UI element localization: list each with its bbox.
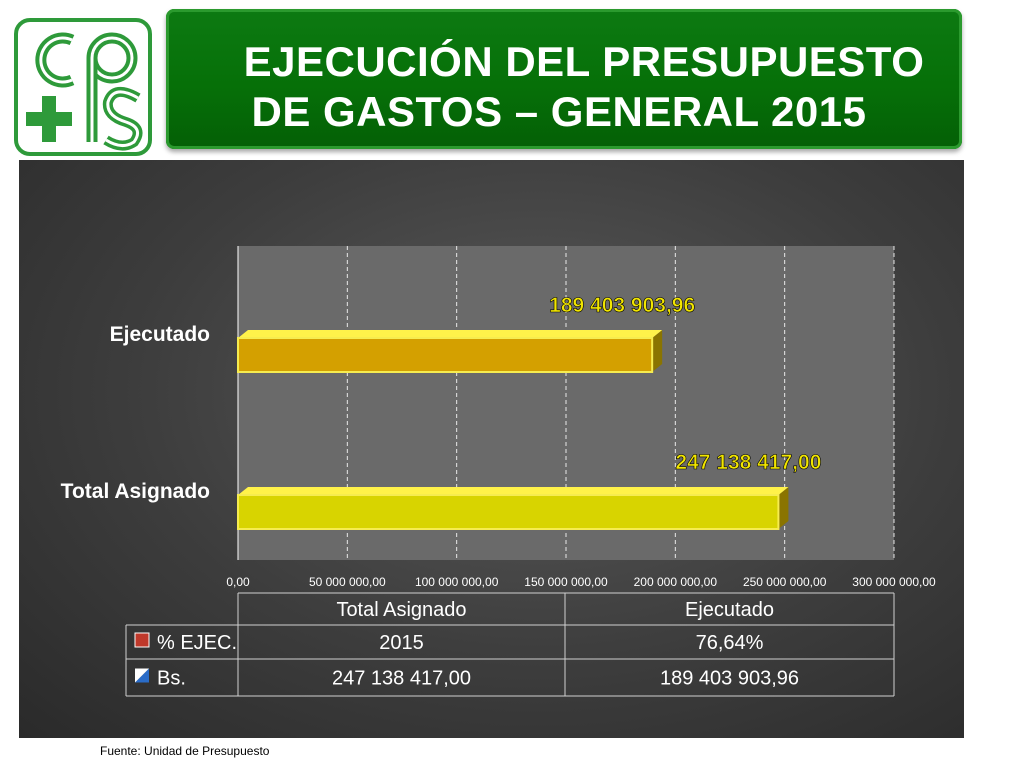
cps-cross-logo-icon <box>14 18 152 156</box>
table-cell: 76,64% <box>696 632 764 654</box>
category-label: Total Asignado <box>61 480 210 503</box>
table-cell: 2015 <box>379 632 424 654</box>
legend-key-bs-top <box>135 668 149 683</box>
x-tick-label: 150 000 000,00 <box>524 575 608 589</box>
x-tick-label: 250 000 000,00 <box>743 575 827 589</box>
table-row-label: % EJEC. <box>157 632 237 654</box>
table-header: Ejecutado <box>685 599 774 621</box>
table-header: Total Asignado <box>336 599 466 621</box>
bar-inner <box>246 344 647 366</box>
cps-logo <box>14 18 152 156</box>
table-row-label: Bs. <box>157 668 186 690</box>
data-label: 189 403 903,96 <box>549 294 695 317</box>
table-cell: 189 403 903,96 <box>660 668 799 690</box>
bar-chart: 0,00 50 000 000,00 100 000 000,00 150 000 0… <box>61 246 936 697</box>
legend-key-ejec <box>134 632 150 648</box>
x-tick-label: 300 000 000,00 <box>852 575 936 589</box>
bar-side <box>652 330 663 372</box>
bar-inner <box>246 501 773 523</box>
table-cell: 247 138 417,00 <box>332 668 471 690</box>
title-line-2: DE GASTOS – GENERAL 2015 <box>251 88 867 135</box>
data-label: 247 138 417,00 <box>675 451 821 474</box>
category-label: Ejecutado <box>110 323 210 346</box>
bar-top <box>238 330 663 338</box>
source-note: Fuente: Unidad de Presupuesto <box>100 744 270 758</box>
chart-panel: 0,00 50 000 000,00 100 000 000,00 150 000 0… <box>19 160 964 738</box>
x-tick-label: 100 000 000,00 <box>415 575 499 589</box>
x-tick-label: 0,00 <box>226 575 250 589</box>
bar-side <box>778 487 789 529</box>
title-line-1: EJECUCIÓN DEL PRESUPUESTO <box>243 38 925 85</box>
x-tick-label: 200 000 000,00 <box>634 575 718 589</box>
x-tick-label: 50 000 000,00 <box>309 575 386 589</box>
bar-top <box>238 487 789 495</box>
title-banner: EJECUCIÓN DEL PRESUPUESTO DE GASTOS – GE… <box>166 9 962 149</box>
